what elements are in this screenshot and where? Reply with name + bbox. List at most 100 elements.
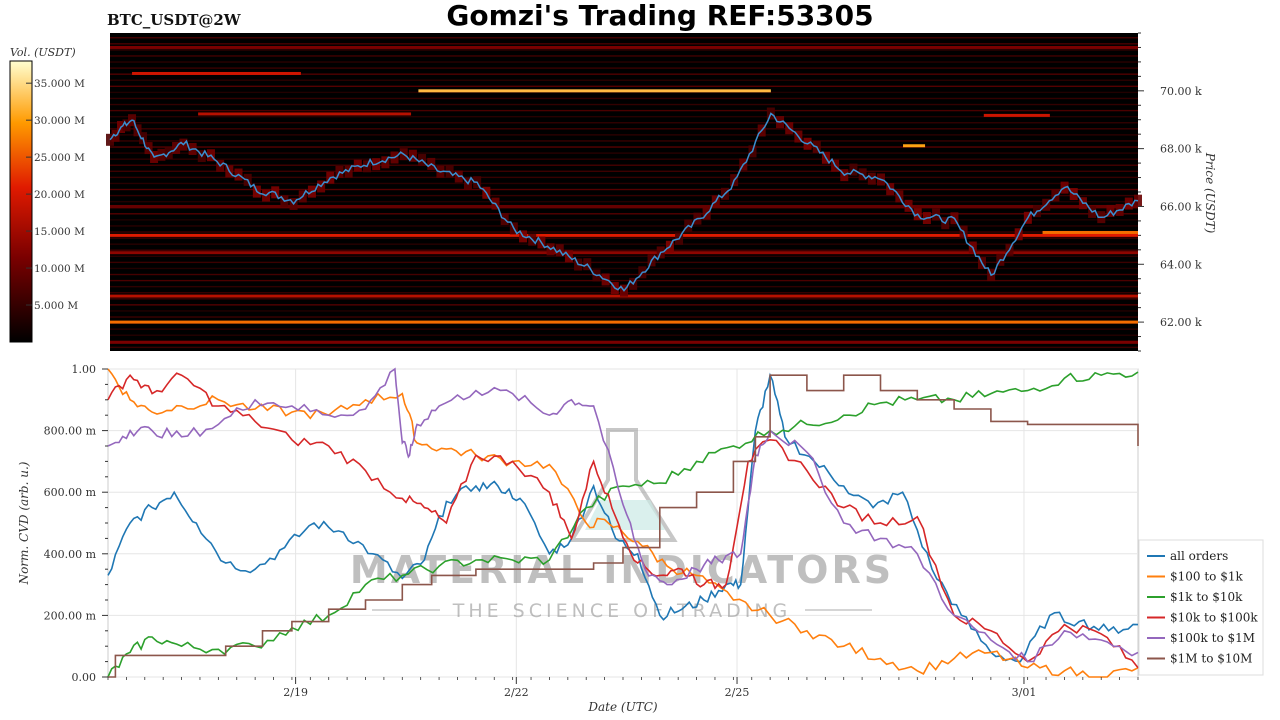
chart-title: Gomzi's Trading REF:53305 <box>446 0 873 32</box>
price-axis-label: Price (USDT) <box>1203 152 1217 234</box>
liquidity-band <box>110 251 1138 255</box>
cvd-x-tick-label: 2/25 <box>725 686 750 699</box>
liquidity-band <box>132 71 301 75</box>
liquidity-band <box>110 45 1138 49</box>
liquidity-band <box>903 144 926 148</box>
heatmap-row <box>110 37 1138 39</box>
heatmap-row <box>110 128 1138 130</box>
heatmap-row <box>110 97 1138 100</box>
legend: all orders $100 to $1k $1k to $10k $10k to … <box>1138 539 1264 676</box>
cvd-y-tick-label: 200.00 m <box>44 609 97 622</box>
colorbar-tick-label: 35.000 M <box>34 78 85 90</box>
price-tick-label: 62.00 k <box>1160 316 1202 329</box>
heatmap-row <box>110 115 1138 118</box>
legend-label: $10k to $100k <box>1170 611 1258 625</box>
heatmap-blob <box>106 133 114 146</box>
heatmap-row <box>110 267 1138 270</box>
heatmap-row <box>110 43 1138 45</box>
cvd-series <box>107 367 1139 678</box>
heatmap-row <box>110 346 1138 349</box>
cvd-series-10k-100k <box>107 372 1139 669</box>
cvd-series-100-1k <box>107 368 1139 678</box>
liquidity-band <box>110 340 1138 344</box>
heatmap-row <box>110 231 1138 233</box>
heatmap-row <box>110 261 1138 264</box>
heatmap-row <box>110 255 1138 257</box>
heatmap-row <box>110 73 1138 75</box>
colorbar-tick-label: 15.000 M <box>34 226 85 238</box>
heatmap-row <box>110 140 1138 142</box>
heatmap-row <box>110 122 1138 124</box>
price-tick-label: 70.00 k <box>1160 85 1202 98</box>
heatmap-row <box>110 310 1138 312</box>
colorbar-tick-label: 30.000 M <box>34 115 85 127</box>
cvd-x-tick-label: 3/01 <box>1012 686 1037 699</box>
heatmap-row <box>110 225 1138 227</box>
heatmap-row <box>110 243 1138 245</box>
legend-label: $1k to $10k <box>1170 590 1243 604</box>
heatmap-row <box>110 158 1138 160</box>
price-tick-label: 64.00 k <box>1160 258 1202 271</box>
heatmap-row <box>110 200 1138 203</box>
date-axis-label: Date (UTC) <box>587 700 657 714</box>
heatmap-row <box>110 134 1138 136</box>
heatmap-row <box>110 49 1138 51</box>
cvd-axis-label: Norm. CVD (arb. u.) <box>17 461 31 585</box>
cvd-y-tick-label: 0.00 <box>72 671 97 684</box>
heatmap-row <box>110 91 1138 94</box>
heatmap-row <box>110 188 1138 191</box>
cvd-series-1m-10m <box>108 374 1139 678</box>
legend-box <box>1138 539 1264 676</box>
cvd-panel <box>107 368 1139 678</box>
cvd-series-1k-10k <box>107 371 1139 678</box>
colorbar-ticks: 35.000 M 30.000 M 25.000 M 20.000 M 15.000 M… <box>26 78 85 312</box>
heatmap-row <box>110 103 1138 106</box>
colorbar-label: Vol. (USDT) <box>10 46 76 59</box>
heatmap-row <box>110 79 1138 81</box>
heatmap-row <box>110 164 1138 166</box>
cvd-y-tick-label: 1.00 <box>72 363 97 376</box>
liquidity-band <box>1042 230 1138 234</box>
heatmap-row <box>110 316 1138 318</box>
colorbar-tick-label: 20.000 M <box>34 189 85 201</box>
legend-label: $100k to $1M <box>1170 631 1255 645</box>
heatmap-row <box>110 273 1138 276</box>
price-line <box>109 112 1139 292</box>
price-tick-label: 66.00 k <box>1160 200 1202 213</box>
liquidity-band <box>198 112 412 116</box>
heatmap-row <box>110 279 1138 282</box>
colorbar <box>9 60 33 343</box>
colorbar-tick-label: 25.000 M <box>34 152 85 164</box>
liquidity-band <box>110 320 1138 324</box>
liquidity-band <box>418 89 771 93</box>
heatmap-row <box>110 304 1138 306</box>
legend-label: all orders <box>1170 549 1228 563</box>
heatmap-row <box>110 85 1138 88</box>
heatmap-row <box>110 219 1138 221</box>
heatmap-row <box>110 152 1138 154</box>
watermark-line2: THE SCIENCE OF TRADING <box>452 600 792 622</box>
watermark: MATERIAL INDICATORS THE SCIENCE OF TRADI… <box>350 428 894 622</box>
heatmap-row <box>110 298 1138 300</box>
heatmap-row <box>110 55 1138 57</box>
legend-label: $1M to $10M <box>1170 652 1252 666</box>
cvd-x-tick-label: 2/19 <box>283 686 308 699</box>
heatmap-row <box>110 61 1138 63</box>
cvd-series-100k-1m <box>107 367 1139 663</box>
heatmap-row <box>110 146 1138 148</box>
price-axis: 62.00 k 64.00 k 66.00 k 68.00 k 70.00 k <box>1138 32 1202 352</box>
legend-label: $100 to $1k <box>1170 570 1243 584</box>
heatmap-row <box>110 237 1138 239</box>
heatmap-row <box>110 213 1138 215</box>
colorbar-tick-label: 10.000 M <box>34 263 85 275</box>
cvd-axes: 0.00 200.00 m 400.00 m 600.00 m 800.00 m 1.00… <box>44 363 1139 699</box>
heatmap-row <box>110 182 1138 185</box>
heatmap-row <box>110 109 1138 112</box>
price-tick-label: 68.00 k <box>1160 143 1202 156</box>
heatmap-row <box>110 170 1138 173</box>
heatmap-row <box>110 334 1138 336</box>
cvd-y-tick-label: 400.00 m <box>44 548 97 561</box>
cvd-y-tick-label: 800.00 m <box>44 425 97 438</box>
watermark-line1: MATERIAL INDICATORS <box>350 548 894 592</box>
